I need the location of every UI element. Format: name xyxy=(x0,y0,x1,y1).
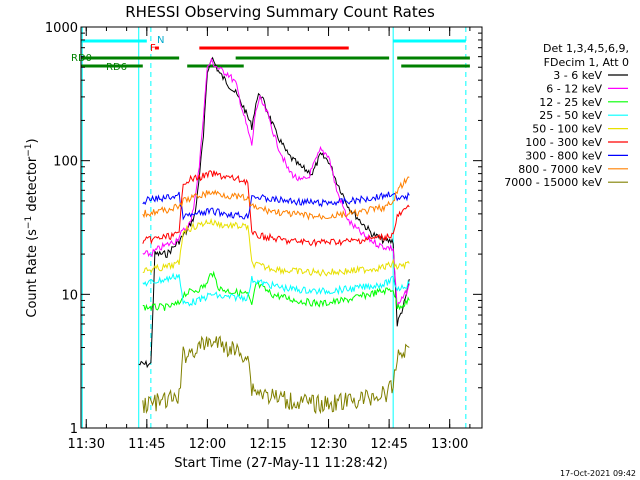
x-tick-label: 13:00 xyxy=(431,437,468,452)
x-tick-label: 12:45 xyxy=(370,437,407,452)
series-line-12-25-kev xyxy=(142,270,410,312)
legend-header: Det 1,3,4,5,6,9, FDecim 1, Att 0 xyxy=(543,42,629,69)
y-axis-label-mid: detector xyxy=(25,156,40,216)
annotation-f: F xyxy=(150,43,156,54)
chart-title: RHESSI Observing Summary Count Rates xyxy=(125,3,435,21)
legend-header-line-2: FDecim 1, Att 0 xyxy=(544,56,629,69)
x-tick-label: 11:45 xyxy=(128,437,165,452)
x-tick-label: 12:30 xyxy=(310,437,347,452)
x-axis-label: Start Time (27-May-11 11:28:42) xyxy=(174,456,388,471)
plot-frame xyxy=(80,26,483,429)
y-axis-label: Count Rate (s−1 detector−1) xyxy=(24,138,40,317)
y-axis-label-sup-1: −1 xyxy=(24,216,34,229)
y-axis-label-main: Count Rate (s xyxy=(25,229,40,318)
annotation-rd6: RD6 xyxy=(106,62,127,73)
series-line-800-7000-kev xyxy=(142,176,410,221)
y-tick-label: 1 xyxy=(70,422,78,437)
annotation-rd0: RD0 xyxy=(71,53,92,64)
legend-label: 100 - 300 keV xyxy=(525,136,602,149)
legend-label: 12 - 25 keV xyxy=(539,96,602,109)
legend-label: 25 - 50 keV xyxy=(539,109,602,122)
x-tick-label: 12:00 xyxy=(189,437,226,452)
legend-label: 7000 - 15000 keV xyxy=(504,176,602,189)
series-line-300-800-kev xyxy=(142,191,410,221)
legend-header-line-1: Det 1,3,4,5,6,9, xyxy=(543,42,629,55)
series-line-6-12-kev xyxy=(142,57,410,309)
generation-timestamp: 17-Oct-2021 09:42 xyxy=(560,469,636,478)
data-series xyxy=(138,56,410,415)
x-tick-label: 11:30 xyxy=(68,437,105,452)
legend-label: 50 - 100 keV xyxy=(532,123,602,136)
series-line-25-50-kev xyxy=(142,272,410,307)
legend-label: 3 - 6 keV xyxy=(553,69,602,82)
plot-area xyxy=(81,27,467,428)
x-tick-label: 12:15 xyxy=(249,437,286,452)
y-tick-label: 1000 xyxy=(45,21,78,36)
y-axis-label-end: ) xyxy=(25,138,40,143)
legend-label: 300 - 800 keV xyxy=(525,149,602,162)
series-line-100-300-kev xyxy=(142,170,410,248)
y-tick-label: 10 xyxy=(61,288,78,303)
axes: 1 10 100 1000 11:30 11:45 12:00 12:15 12:30 12:45… xyxy=(45,21,482,452)
annotation-n: N xyxy=(157,35,164,46)
series-line-7000-15000-kev xyxy=(142,335,410,415)
legend-label: 800 - 7000 keV xyxy=(518,163,602,176)
y-tick-label: 100 xyxy=(53,155,78,170)
flag-bars xyxy=(81,39,470,68)
legend-label: 6 - 12 keV xyxy=(546,82,602,95)
series-line-50-100-kev xyxy=(142,217,410,277)
series-line-3-6-kev xyxy=(138,56,410,369)
y-axis-label-sup-2: −1 xyxy=(24,143,34,156)
